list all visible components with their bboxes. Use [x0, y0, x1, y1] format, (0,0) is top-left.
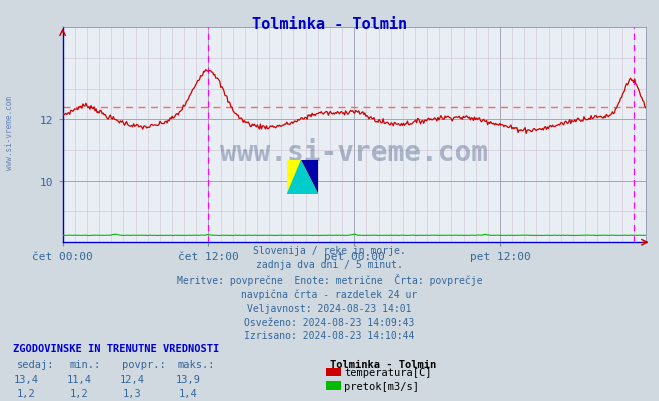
Text: maks.:: maks.: [178, 359, 215, 369]
Text: Slovenija / reke in morje.
zadnja dva dni / 5 minut.
Meritve: povprečne  Enote: : Slovenija / reke in morje. zadnja dva dn… [177, 245, 482, 340]
Polygon shape [287, 160, 318, 194]
Text: 11,4: 11,4 [67, 374, 92, 384]
Text: pretok[m3/s]: pretok[m3/s] [344, 381, 419, 391]
Text: povpr.:: povpr.: [122, 359, 165, 369]
Text: Tolminka - Tolmin: Tolminka - Tolmin [252, 17, 407, 32]
Polygon shape [301, 160, 318, 194]
Text: temperatura[C]: temperatura[C] [344, 368, 432, 377]
Text: www.si-vreme.com: www.si-vreme.com [5, 95, 14, 169]
Text: 1,4: 1,4 [179, 388, 197, 398]
Text: www.si-vreme.com: www.si-vreme.com [220, 138, 488, 166]
Text: 13,4: 13,4 [14, 374, 39, 384]
Text: 1,3: 1,3 [123, 388, 141, 398]
Text: min.:: min.: [69, 359, 100, 369]
Text: 1,2: 1,2 [17, 388, 36, 398]
Text: ZGODOVINSKE IN TRENUTNE VREDNOSTI: ZGODOVINSKE IN TRENUTNE VREDNOSTI [13, 343, 219, 353]
Text: sedaj:: sedaj: [16, 359, 54, 369]
Text: 13,9: 13,9 [175, 374, 200, 384]
Text: 1,2: 1,2 [70, 388, 88, 398]
Text: 12,4: 12,4 [119, 374, 144, 384]
Text: Tolminka - Tolmin: Tolminka - Tolmin [330, 359, 436, 369]
